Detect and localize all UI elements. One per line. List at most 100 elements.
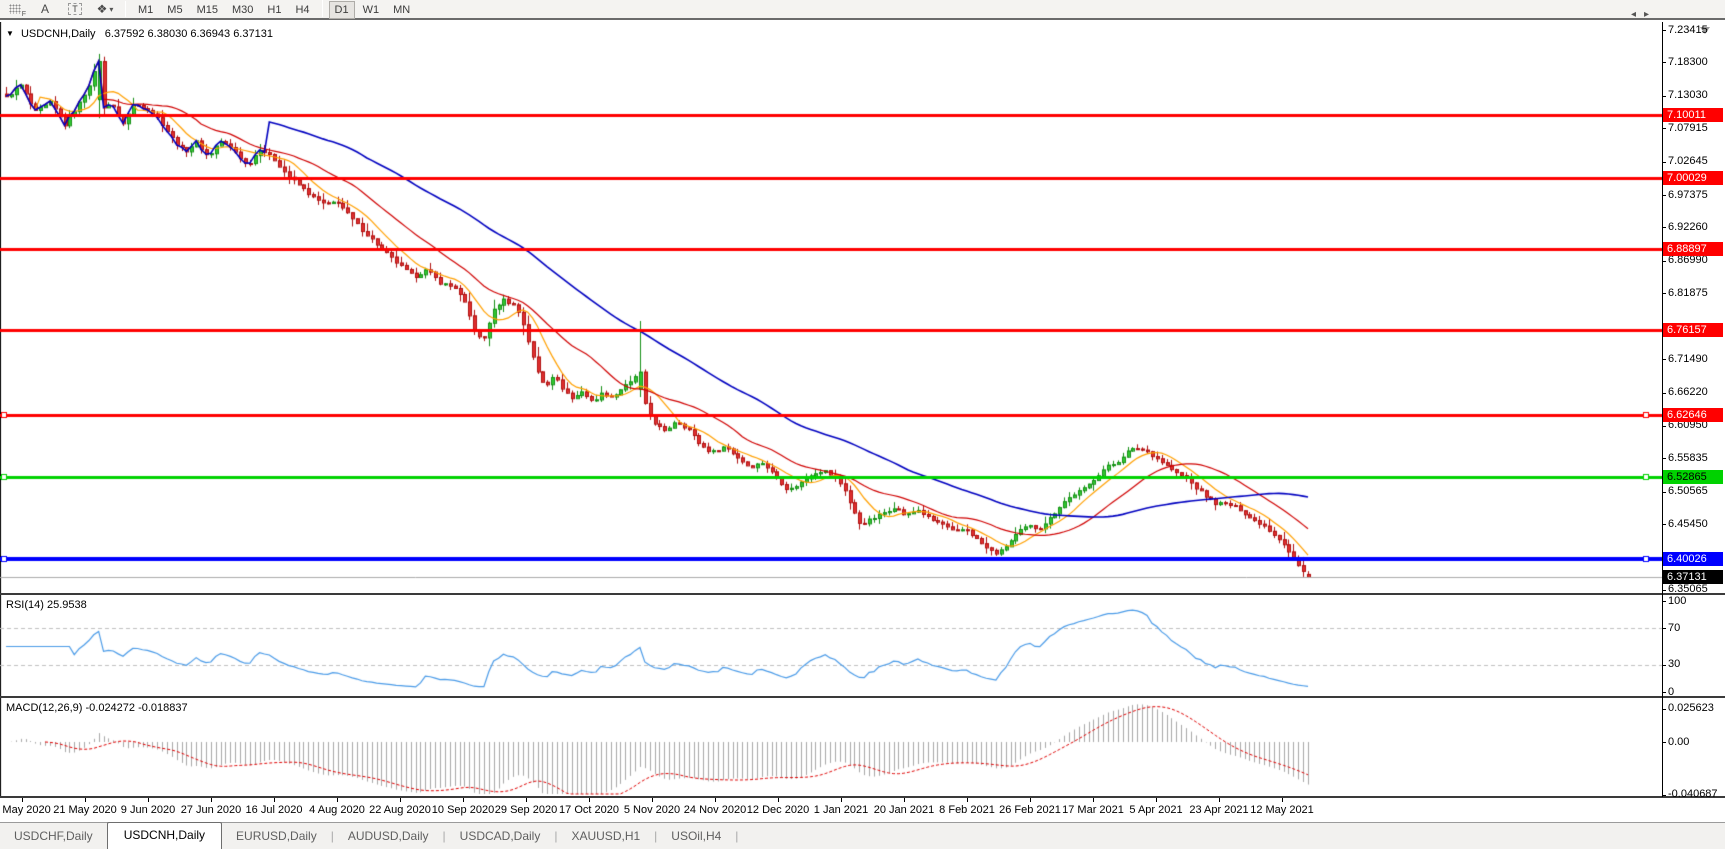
price-axis-tick: [1662, 590, 1666, 591]
price-axis-tick: [1662, 195, 1666, 196]
date-axis-tick: [400, 798, 401, 802]
price-axis-label: 6.97375: [1668, 189, 1708, 201]
arrow-objects-icon[interactable]: ❖ ▾: [96, 2, 114, 16]
price-axis-label: 6.66220: [1668, 386, 1708, 398]
date-axis-label: 29 Sep 2020: [494, 804, 558, 816]
price-line-badge-red[interactable]: 6.62646: [1663, 408, 1723, 422]
date-axis-tick: [148, 798, 149, 802]
price-line-badge-green[interactable]: 6.52865: [1663, 470, 1723, 484]
tab-scroll-left-icon[interactable]: ◂: [1630, 9, 1644, 20]
price-axis-tick: [1662, 96, 1666, 97]
date-axis-label: 23 Apr 2021: [1189, 804, 1249, 816]
price-line-badge-red[interactable]: 6.88897: [1663, 242, 1723, 256]
price-chart-canvas[interactable]: [0, 22, 1662, 797]
price-line-badge-blue[interactable]: 6.40026: [1663, 552, 1723, 566]
rsi-current-value: 25.9538: [46, 599, 87, 611]
text-label-icon[interactable]: A: [40, 2, 49, 16]
toolbar: A T ❖▾ M1 M5 M15 M30 H1 H4 D1 W1 MN: [0, 0, 1725, 20]
rsi-axis-tick: [1662, 628, 1666, 629]
date-axis-tick: [1093, 798, 1094, 802]
rsi-axis-label: 70: [1668, 622, 1681, 634]
date-axis-label: 8 Feb 2021: [939, 804, 995, 816]
date-axis-label: 12 May 2021: [1250, 804, 1314, 816]
timeframe-m15-button[interactable]: M15: [196, 4, 218, 16]
tab-xauusd-h1[interactable]: XAUUSD,H1: [571, 829, 641, 843]
tab-usdcnh-daily[interactable]: USDCNH,Daily: [106, 822, 223, 849]
rsi-axis-label: 0: [1668, 686, 1675, 698]
price-axis-tick: [1662, 293, 1666, 294]
cursor-grid-icon[interactable]: [3, 1, 27, 18]
macd-axis-tick: [1662, 795, 1666, 796]
price-axis-tick: [1662, 30, 1666, 31]
date-axis-tick: [652, 798, 653, 802]
price-line-badge-red[interactable]: 7.10011: [1663, 108, 1723, 122]
price-axis-tick: [1662, 162, 1666, 163]
price-axis-tick: [1662, 62, 1666, 63]
date-axis-tick: [589, 798, 590, 802]
timeframe-m5-button[interactable]: M5: [167, 4, 183, 16]
tab-usdchf-daily[interactable]: USDCHF,Daily: [14, 829, 93, 843]
timeframe-h1-button[interactable]: H1: [267, 4, 282, 16]
date-axis-tick: [841, 798, 842, 802]
macd-axis-tick: [1662, 709, 1666, 710]
timeframe-w1-button[interactable]: W1: [362, 4, 380, 16]
price-axis-label: 6.81875: [1668, 287, 1708, 299]
date-axis-tick: [1282, 798, 1283, 802]
tab-separator: |: [442, 829, 446, 843]
tab-usdcad-daily[interactable]: USDCAD,Daily: [459, 829, 541, 843]
price-axis-label: 7.07915: [1668, 122, 1708, 134]
macd-label: MACD(12,26,9) -0.024272 -0.018837: [6, 702, 188, 714]
price-axis-tick: [1662, 458, 1666, 459]
price-axis-tick: [1662, 359, 1666, 360]
tab-usoil-h4[interactable]: USOil,H4: [671, 829, 722, 843]
price-axis-label: 7.23415: [1668, 24, 1708, 36]
tab-eurusd-daily[interactable]: EURUSD,Daily: [236, 829, 317, 843]
timeframe-m30-button[interactable]: M30: [231, 4, 254, 16]
rsi-axis-tick: [1662, 665, 1666, 666]
price-axis-tick: [1662, 393, 1666, 394]
price-axis-label: 7.13030: [1668, 89, 1708, 101]
date-axis-label: 16 Jul 2020: [245, 804, 303, 816]
date-axis-label: 2 May 2020: [0, 804, 51, 816]
macd-axis-tick: [1662, 742, 1666, 743]
tab-separator: |: [735, 829, 739, 843]
tab-scroll-arrows[interactable]: ◂▸: [1631, 9, 1657, 20]
tab-scroll-right-icon[interactable]: ▸: [1643, 9, 1657, 20]
timeframe-d1-button[interactable]: D1: [328, 1, 355, 19]
price-line-badge-red[interactable]: 7.00029: [1663, 171, 1723, 185]
timeframe-mn-button[interactable]: MN: [393, 4, 411, 16]
date-axis-tick: [1219, 798, 1220, 802]
date-axis-label: 5 Apr 2021: [1129, 804, 1183, 816]
tab-audusd-daily[interactable]: AUDUSD,Daily: [347, 829, 429, 843]
toolbar-separator: [125, 1, 126, 17]
main-rsi-divider[interactable]: [0, 593, 1725, 595]
chevron-down-icon[interactable]: ▼: [6, 29, 14, 38]
rsi-label: RSI(14) 25.9538: [6, 599, 87, 611]
price-line-badge-red[interactable]: 6.76157: [1663, 323, 1723, 337]
timeframe-m1-button[interactable]: M1: [138, 4, 154, 16]
date-axis-label: 12 Dec 2020: [746, 804, 810, 816]
macd-bottom-border: [0, 796, 1725, 798]
date-axis-tick: [463, 798, 464, 802]
date-axis-tick: [274, 798, 275, 802]
date-axis-label: 17 Mar 2021: [1062, 804, 1124, 816]
date-axis-label: 1 Jan 2021: [813, 804, 869, 816]
rsi-macd-divider[interactable]: [0, 696, 1725, 698]
price-line-badge-current[interactable]: 6.37131: [1663, 570, 1723, 584]
price-axis-tick: [1662, 492, 1666, 493]
rsi-axis-label: 100: [1668, 595, 1687, 607]
date-axis-label: 10 Sep 2020: [431, 804, 495, 816]
price-axis-label: 7.18300: [1668, 56, 1708, 68]
date-axis-tick: [715, 798, 716, 802]
chart-shift-marker-icon[interactable]: [1700, 27, 1710, 34]
date-axis-label: 27 Jun 2020: [180, 804, 242, 816]
chart-header: ▼ USDCNH,Daily 6.37592 6.38030 6.36943 6…: [6, 28, 273, 40]
date-axis-tick: [778, 798, 779, 802]
text-box-icon[interactable]: T: [63, 1, 87, 17]
rsi-axis-label: 30: [1668, 658, 1681, 670]
date-axis-tick: [526, 798, 527, 802]
date-axis-label: 26 Feb 2021: [999, 804, 1061, 816]
timeframe-h4-button[interactable]: H4: [295, 4, 310, 16]
date-axis-label: 4 Aug 2020: [309, 804, 365, 816]
